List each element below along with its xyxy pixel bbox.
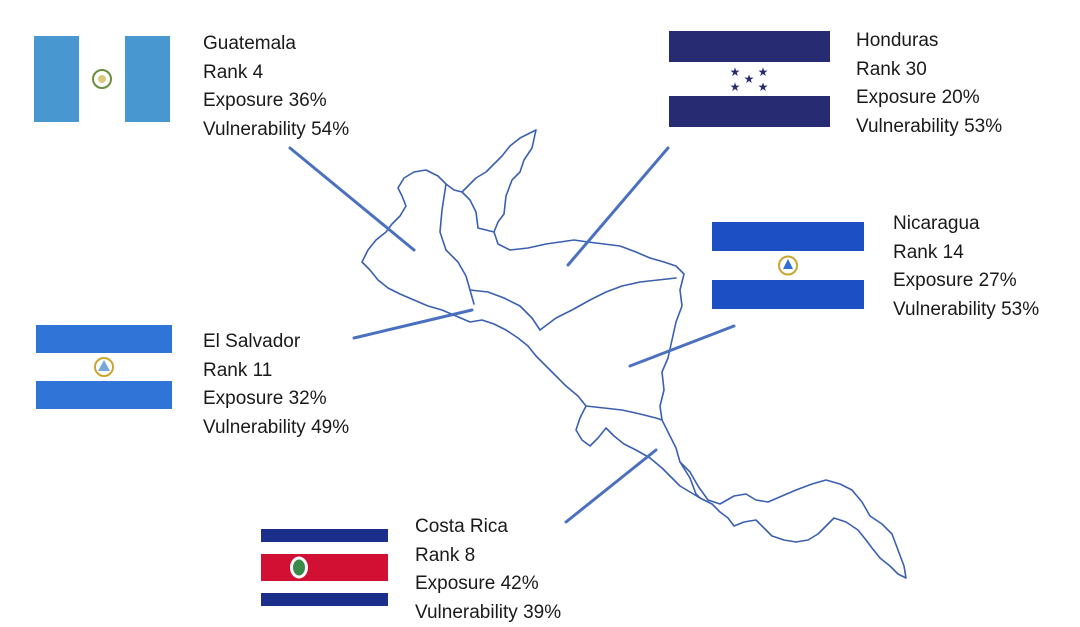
map-outline bbox=[362, 130, 906, 578]
rank-line: Rank 11 bbox=[203, 357, 349, 386]
svg-text:★: ★ bbox=[744, 72, 755, 86]
vulnerability-line: Vulnerability 54% bbox=[203, 116, 349, 145]
costa-rica-flag-icon bbox=[261, 529, 388, 606]
svg-text:★: ★ bbox=[758, 80, 769, 94]
rank-line: Rank 8 bbox=[415, 542, 561, 571]
connector-costa-rica bbox=[566, 450, 656, 522]
exposure-line: Exposure 20% bbox=[856, 84, 1002, 113]
connector-lines bbox=[290, 148, 734, 522]
svg-text:★: ★ bbox=[730, 80, 741, 94]
stats-guatemala: Guatemala Rank 4 Exposure 36% Vulnerabil… bbox=[203, 30, 349, 144]
connector-nicaragua bbox=[630, 326, 734, 366]
vulnerability-line: Vulnerability 49% bbox=[203, 414, 349, 443]
country-name: Nicaragua bbox=[893, 210, 1039, 239]
rank-line: Rank 14 bbox=[893, 239, 1039, 268]
exposure-line: Exposure 42% bbox=[415, 570, 561, 599]
stats-el-salvador: El Salvador Rank 11 Exposure 32% Vulnera… bbox=[203, 328, 349, 442]
guatemala-flag-icon bbox=[34, 36, 170, 122]
honduras-flag-icon: ★ ★ ★ ★ ★ bbox=[669, 31, 830, 127]
nicaragua-style-flag-icon bbox=[36, 325, 172, 409]
stats-nicaragua: Nicaragua Rank 14 Exposure 27% Vulnerabi… bbox=[893, 210, 1039, 324]
vulnerability-line: Vulnerability 53% bbox=[893, 296, 1039, 325]
border-nicaragua-costa-rica bbox=[586, 406, 662, 420]
exposure-line: Exposure 36% bbox=[203, 87, 349, 116]
connector-el-salvador bbox=[354, 310, 472, 338]
connector-guatemala bbox=[290, 148, 414, 250]
border-el-salvador bbox=[470, 290, 540, 330]
border-honduras-nicaragua bbox=[540, 278, 676, 330]
el-salvador-style-flag-icon bbox=[712, 222, 864, 309]
border-belize bbox=[462, 192, 494, 232]
country-name: Honduras bbox=[856, 27, 1002, 56]
border-guatemala-honduras bbox=[440, 184, 474, 304]
connector-honduras bbox=[568, 148, 668, 265]
exposure-line: Exposure 32% bbox=[203, 385, 349, 414]
vulnerability-line: Vulnerability 53% bbox=[856, 113, 1002, 142]
country-name: Guatemala bbox=[203, 30, 349, 59]
country-name: El Salvador bbox=[203, 328, 349, 357]
rank-line: Rank 4 bbox=[203, 59, 349, 88]
stats-honduras: Honduras Rank 30 Exposure 20% Vulnerabil… bbox=[856, 27, 1002, 141]
svg-text:★: ★ bbox=[730, 65, 741, 79]
svg-text:★: ★ bbox=[758, 65, 769, 79]
stats-costa-rica: Costa Rica Rank 8 Exposure 42% Vulnerabi… bbox=[415, 513, 561, 627]
exposure-line: Exposure 27% bbox=[893, 267, 1039, 296]
rank-line: Rank 30 bbox=[856, 56, 1002, 85]
country-name: Costa Rica bbox=[415, 513, 561, 542]
